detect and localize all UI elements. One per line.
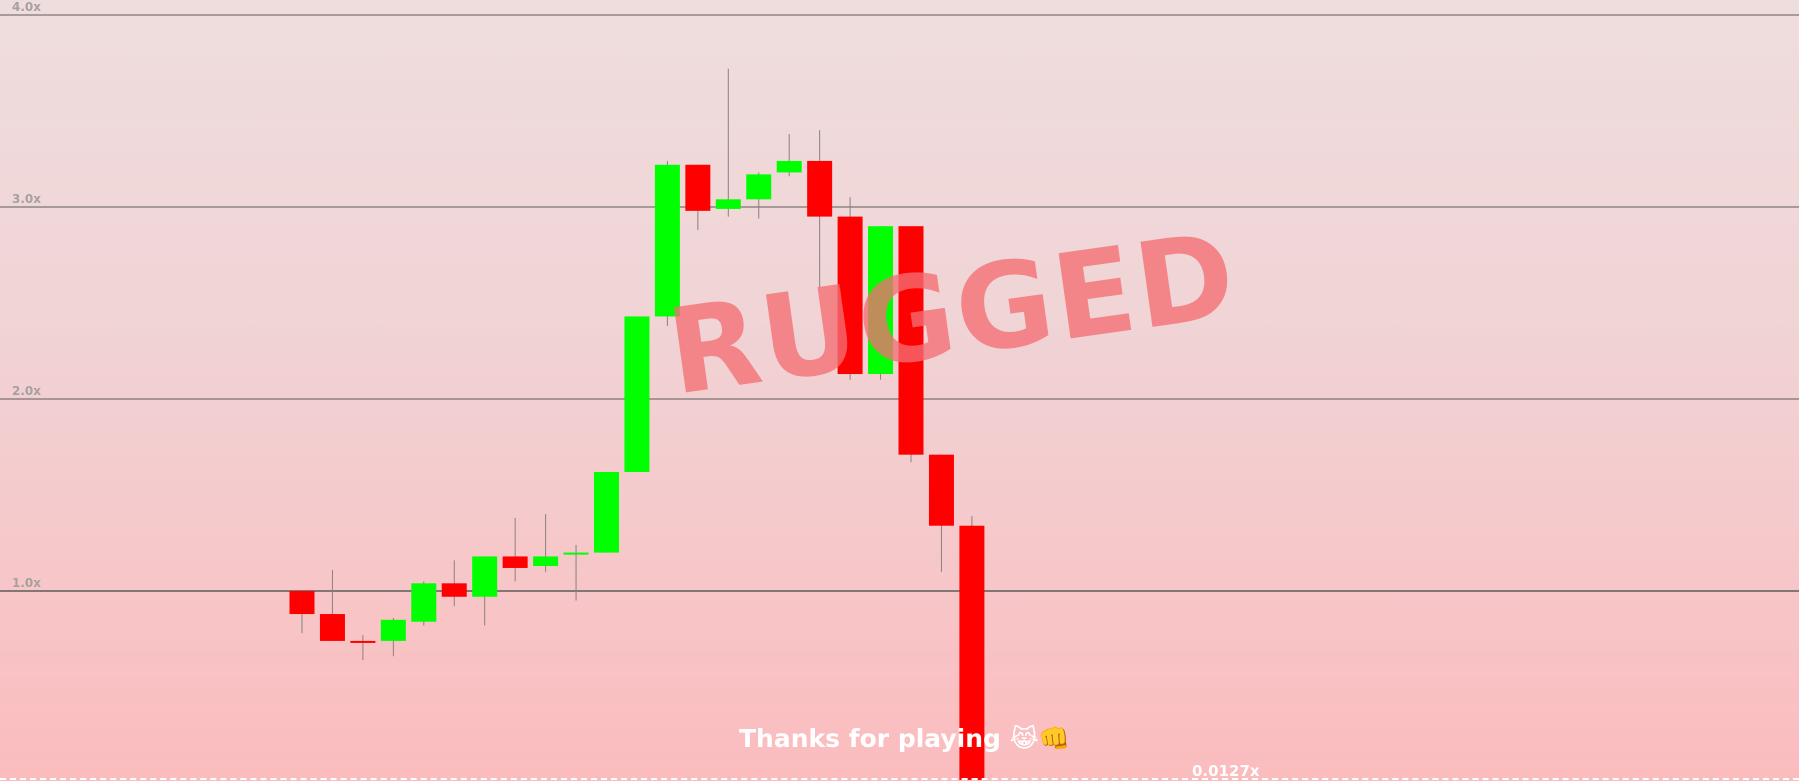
candle-body-down bbox=[502, 556, 528, 568]
candle bbox=[319, 569, 345, 641]
thanks-message: Thanks for playing 😹👊 bbox=[739, 724, 1070, 753]
candle-body-up bbox=[594, 471, 619, 553]
candle-body-down bbox=[289, 591, 315, 615]
candle-body-up bbox=[624, 316, 650, 472]
candle-body-up bbox=[411, 583, 437, 622]
candle-body-up bbox=[533, 556, 559, 567]
candle-body-up bbox=[715, 199, 741, 209]
candle-body-up bbox=[776, 160, 802, 173]
candle bbox=[654, 160, 680, 327]
candle-body-up bbox=[380, 619, 406, 641]
candle-body-down bbox=[837, 216, 863, 375]
y-tick-label: 1.0x bbox=[12, 576, 41, 590]
candle-body-up bbox=[746, 174, 772, 200]
candle bbox=[502, 518, 528, 582]
candle bbox=[563, 544, 589, 601]
candle bbox=[624, 316, 650, 472]
candle-body-up bbox=[654, 164, 680, 317]
y-tick-label: 4.0x bbox=[12, 0, 41, 14]
final-multiplier-label: 0.0127x bbox=[1192, 762, 1260, 780]
candle-body-down bbox=[928, 454, 954, 526]
baseline-dashed-line bbox=[0, 778, 1799, 780]
candle-body-down bbox=[319, 614, 345, 641]
candle bbox=[928, 454, 954, 572]
candle-body-down bbox=[441, 583, 467, 597]
candle bbox=[472, 556, 498, 626]
candle bbox=[411, 581, 437, 626]
candle-body-down bbox=[959, 525, 985, 780]
candle bbox=[380, 617, 406, 657]
candle bbox=[350, 635, 376, 661]
candle bbox=[533, 514, 559, 572]
candle-body-up bbox=[563, 552, 589, 555]
candles bbox=[289, 68, 985, 780]
candle bbox=[959, 516, 985, 780]
candle-body-down bbox=[898, 226, 924, 455]
candle bbox=[441, 560, 467, 607]
candle bbox=[685, 164, 711, 231]
candle bbox=[594, 471, 619, 553]
candle bbox=[289, 591, 315, 634]
candle-body-up bbox=[868, 226, 894, 375]
candle bbox=[807, 130, 833, 288]
candle bbox=[837, 197, 863, 380]
candle-body-up bbox=[472, 556, 498, 597]
y-tick-label: 3.0x bbox=[12, 192, 41, 206]
candle-body-down bbox=[685, 164, 711, 211]
candle bbox=[715, 68, 741, 217]
candle bbox=[776, 134, 802, 177]
candle-body-down bbox=[350, 640, 376, 643]
candle bbox=[898, 226, 924, 463]
candle-body-down bbox=[807, 160, 833, 217]
y-tick-label: 2.0x bbox=[12, 384, 41, 398]
candle bbox=[868, 226, 894, 380]
candle bbox=[746, 172, 772, 219]
